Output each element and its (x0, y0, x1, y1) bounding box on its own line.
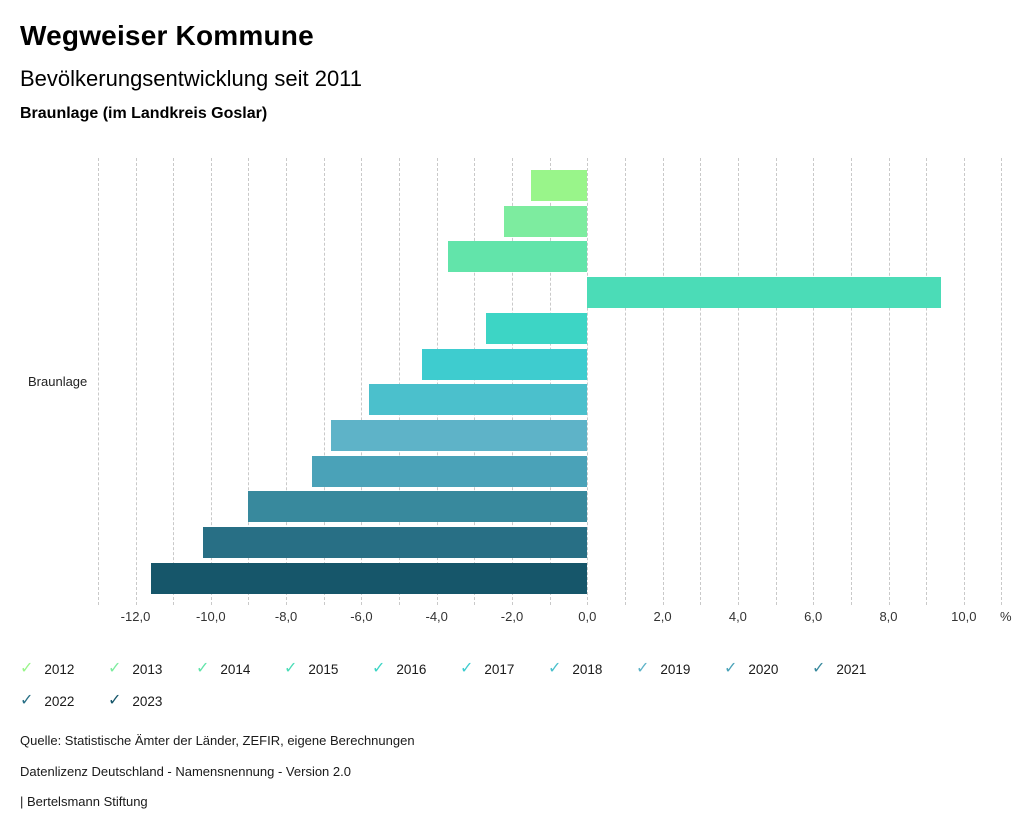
license-note: Datenlizenz Deutschland - Namensnennung … (20, 764, 351, 779)
legend-item-2018[interactable]: ✓ 2018 (548, 653, 636, 685)
check-icon: ✓ (20, 692, 34, 709)
x-tick--2: -2,0 (500, 609, 524, 624)
gridline (323, 158, 325, 605)
legend-item-2016[interactable]: ✓ 2016 (372, 653, 460, 685)
check-icon: ✓ (636, 660, 650, 677)
attribution: | Bertelsmann Stiftung (20, 794, 148, 809)
legend-year-label: 2014 (220, 661, 251, 677)
bar-2018[interactable] (368, 384, 588, 416)
gridline (700, 158, 702, 605)
gridline (399, 158, 401, 605)
gridline (248, 158, 250, 605)
gridline (549, 158, 551, 605)
check-icon: ✓ (196, 660, 210, 677)
check-icon: ✓ (284, 660, 298, 677)
gridline (926, 158, 928, 605)
bar-2021[interactable] (248, 491, 588, 523)
bar-2012[interactable] (530, 170, 588, 201)
check-icon: ✓ (812, 660, 826, 677)
gridline (436, 158, 438, 605)
legend-item-2013[interactable]: ✓ 2013 (108, 653, 196, 685)
legend-year-label: 2019 (660, 661, 691, 677)
check-icon: ✓ (548, 660, 562, 677)
x-tick--4: -4,0 (425, 609, 448, 624)
legend-year-label: 2016 (396, 661, 427, 677)
x-tick-2: 2,0 (653, 609, 672, 624)
legend-year-label: 2020 (748, 661, 779, 677)
gridline (963, 158, 965, 605)
legend-item-2017[interactable]: ✓ 2017 (460, 653, 548, 685)
legend-year-label: 2017 (484, 661, 515, 677)
x-tick--8: -8,0 (274, 609, 298, 624)
gridline (587, 158, 589, 605)
check-icon: ✓ (372, 660, 386, 677)
bar-2022[interactable] (203, 527, 588, 559)
legend-year-label: 2018 (572, 661, 603, 677)
gridline (210, 158, 212, 605)
gridline (1001, 158, 1003, 605)
x-tick--12: -12,0 (120, 609, 151, 624)
x-tick-10: 10,0 (951, 609, 977, 624)
x-tick-6: 6,0 (804, 609, 823, 624)
legend-item-2015[interactable]: ✓ 2015 (284, 653, 372, 685)
chart-subtitle: Bevölkerungsentwicklung seit 2011 (20, 66, 363, 91)
source-note: Quelle: Statistische Ämter der Länder, Z… (20, 733, 415, 748)
x-tick-0: 0,0 (578, 609, 597, 624)
gridline (135, 158, 137, 605)
gridline (361, 158, 363, 605)
x-tick--10: -10,0 (195, 609, 226, 624)
gridline (474, 158, 476, 605)
bar-2013[interactable] (504, 205, 588, 237)
bar-2019[interactable] (331, 420, 588, 452)
legend-item-2014[interactable]: ✓ 2014 (196, 653, 284, 685)
x-tick-4: 4,0 (728, 609, 747, 624)
gridline (775, 158, 777, 605)
legend-item-2021[interactable]: ✓ 2021 (812, 653, 900, 685)
y-axis-category-label: Braunlage (28, 374, 88, 389)
gridline (850, 158, 852, 605)
bar-2014[interactable] (447, 241, 588, 273)
check-icon: ✓ (20, 660, 34, 677)
legend-item-2020[interactable]: ✓ 2020 (724, 653, 812, 685)
legend-year-label: 2012 (44, 661, 75, 677)
legend-item-2022[interactable]: ✓ 2022 (20, 685, 108, 717)
gridline (737, 158, 739, 605)
legend-year-label: 2022 (44, 693, 75, 709)
legend: ✓ 2012 ✓ 2013 ✓ 2014 ✓ 2015 ✓ 2016 ✓ 2017 ✓ 2018 ✓ 2019… (20, 653, 920, 717)
legend-year-label: 2021 (836, 661, 867, 677)
gridline (512, 158, 513, 605)
check-icon: ✓ (460, 660, 474, 677)
legend-item-2012[interactable]: ✓ 2012 (20, 653, 108, 685)
bar-2015[interactable] (587, 277, 942, 309)
legend-item-2023[interactable]: ✓ 2023 (108, 685, 196, 717)
gridline (888, 158, 890, 605)
x-axis-unit-label: % (1000, 609, 1012, 624)
bar-2020[interactable] (312, 455, 588, 487)
bar-2017[interactable] (421, 348, 588, 380)
gridline (624, 158, 626, 605)
check-icon: ✓ (108, 660, 122, 677)
gridline (173, 158, 175, 605)
region-label: Braunlage (im Landkreis Goslar) (20, 105, 268, 122)
page-title: Wegweiser Kommune (20, 20, 314, 51)
gridline (662, 158, 664, 605)
bar-2023[interactable] (150, 562, 588, 594)
legend-year-label: 2013 (132, 661, 163, 677)
gridline (286, 158, 288, 605)
legend-item-2019[interactable]: ✓ 2019 (636, 653, 724, 685)
gridline (813, 158, 815, 605)
gridline (97, 158, 99, 605)
check-icon: ✓ (724, 660, 738, 677)
x-tick-8: 8,0 (879, 609, 898, 624)
check-icon: ✓ (108, 692, 122, 709)
legend-year-label: 2015 (308, 661, 339, 677)
x-tick--6: -6,0 (350, 609, 373, 624)
legend-year-label: 2023 (132, 693, 163, 709)
bar-2016[interactable] (485, 312, 588, 344)
